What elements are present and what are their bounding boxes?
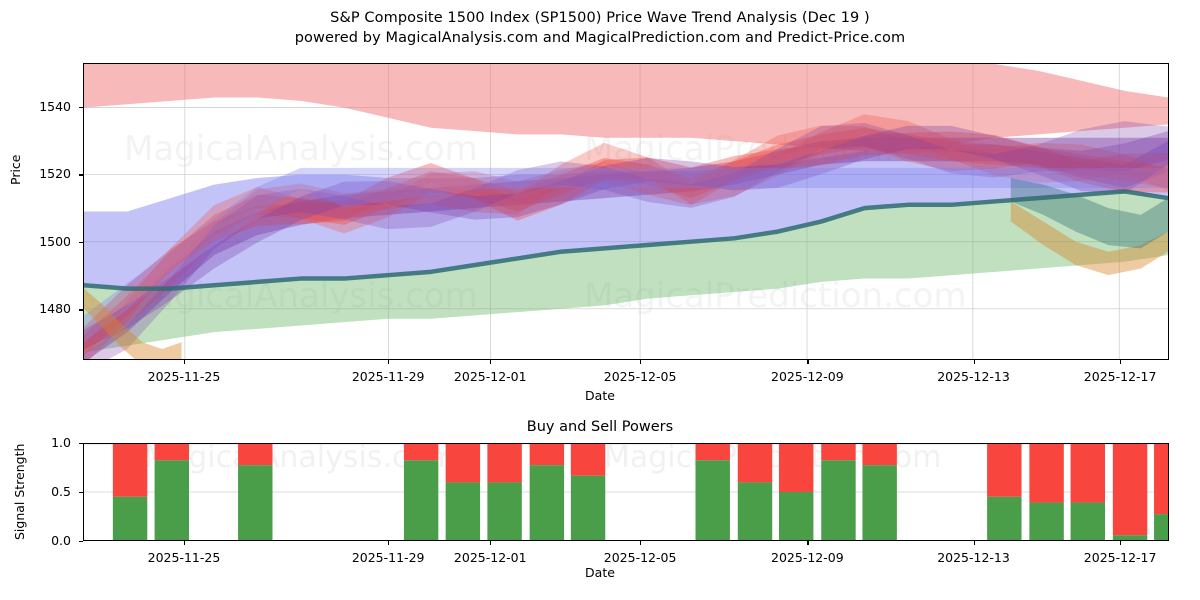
price-x-tick: 2025-12-13 <box>937 369 1010 384</box>
price-y-tick: 1500 <box>39 233 71 249</box>
signal-x-tick-mark <box>807 541 809 545</box>
buy-sell-powers-chart: MagicalAnalysis.com MagicalPrediction.co… <box>83 443 1169 541</box>
price-y-tick: 1520 <box>39 166 71 182</box>
signal-x-tick: 2025-11-25 <box>147 550 221 565</box>
price-y-tick: 1540 <box>39 98 71 114</box>
bars-chart-title: Buy and Sell Powers <box>526 419 674 435</box>
price-x-tick-mark <box>1120 360 1122 364</box>
signal-y-tick: 0.5 <box>51 484 71 499</box>
signal-x-tick: 2025-12-09 <box>771 550 844 565</box>
signal-x-tick: 2025-12-13 <box>937 550 1010 565</box>
signal-x-tick: 2025-11-29 <box>351 550 425 565</box>
signal-x-tick-mark <box>183 541 186 545</box>
bars-plot-frame: MagicalAnalysis.com MagicalPrediction.co… <box>83 443 1169 541</box>
signal-x-tick-mark <box>388 541 390 545</box>
price-wave-chart: MagicalAnalysis.com MagicalPrediction.co… <box>83 63 1169 360</box>
price-x-tick-mark <box>640 360 642 364</box>
signal-x-tick-mark <box>973 541 975 545</box>
signal-y-tick: 1.0 <box>51 435 71 450</box>
signal-y-tick-mark <box>79 443 83 445</box>
price-y-tick-mark <box>79 241 83 244</box>
page-title: S&P Composite 1500 Index (SP1500) Price … <box>0 8 1200 48</box>
price-y-tick-mark <box>79 174 83 176</box>
signal-x-tick-mark <box>640 541 642 545</box>
price-plot-frame: MagicalAnalysis.com MagicalPrediction.co… <box>83 63 1169 360</box>
price-x-tick-mark <box>973 360 975 364</box>
signal-x-tick-mark <box>1120 541 1122 545</box>
bars-svg <box>84 444 1168 540</box>
signal-x-tick: 2025-12-05 <box>603 550 677 565</box>
signal-x-tick: 2025-12-17 <box>1083 550 1157 565</box>
signal-x-tick: 2025-12-01 <box>453 550 527 565</box>
signal-y-tick: 0.0 <box>51 533 71 548</box>
price-x-tick: 2025-12-01 <box>453 369 527 384</box>
price-x-tick-mark <box>807 360 809 364</box>
price-x-tick-mark <box>388 360 390 364</box>
price-x-tick: 2025-11-29 <box>351 369 425 384</box>
price-x-tick: 2025-11-25 <box>147 369 221 384</box>
title-line-1: S&P Composite 1500 Index (SP1500) Price … <box>330 10 870 26</box>
price-x-axis-title: Date <box>585 388 615 403</box>
price-x-tick: 2025-12-05 <box>603 369 677 384</box>
price-x-tick-mark <box>183 360 186 364</box>
price-x-tick-mark <box>490 360 492 364</box>
price-x-tick: 2025-12-17 <box>1083 369 1157 384</box>
price-x-tick: 2025-12-09 <box>771 369 844 384</box>
signal-x-tick-mark <box>490 541 492 545</box>
signal-y-tick-mark <box>79 541 83 543</box>
price-y-tick-mark <box>79 309 83 311</box>
signal-y-tick-mark <box>79 492 83 494</box>
price-y-tick-mark <box>79 106 83 109</box>
title-line-2: powered by MagicalAnalysis.com and Magic… <box>294 30 906 46</box>
price-y-tick: 1480 <box>39 301 71 317</box>
bars-x-axis-title: Date <box>585 565 615 580</box>
price-wave-svg <box>84 64 1168 359</box>
